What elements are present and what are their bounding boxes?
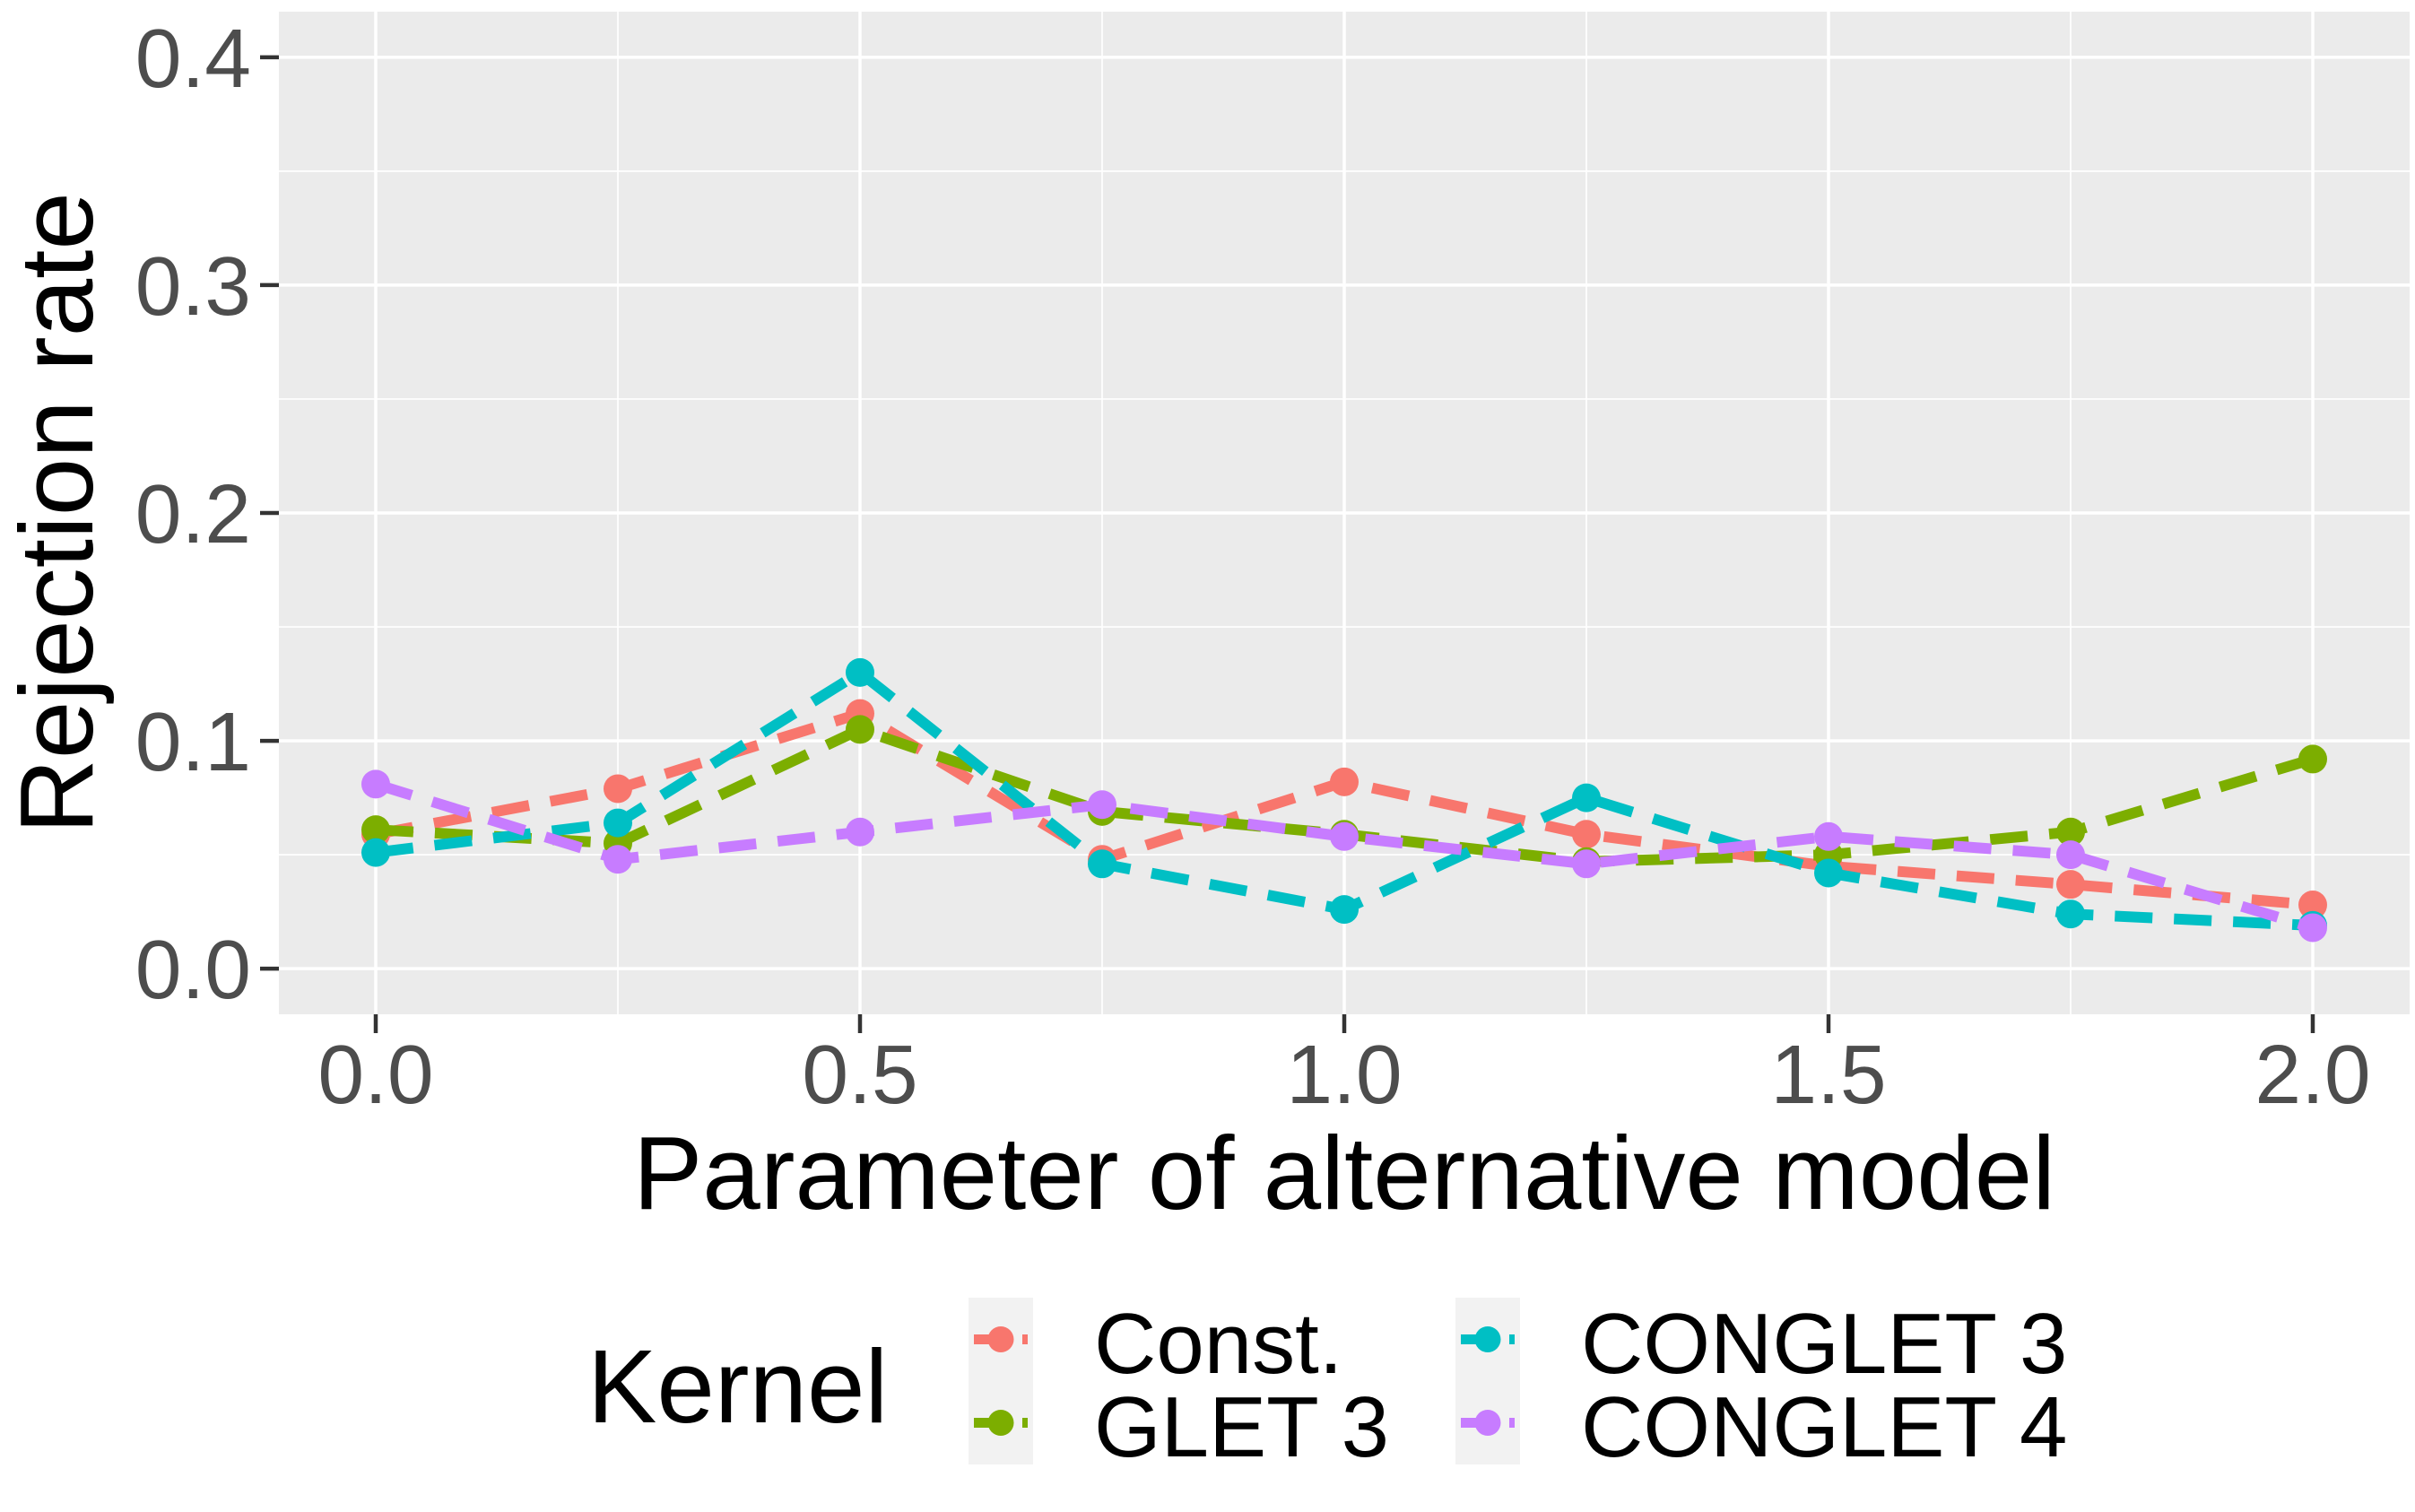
y-axis-tick-labels: 0.0 0.1 0.2 0.3 0.4 xyxy=(135,12,251,1016)
legend-key-point-conglet3 xyxy=(1474,1326,1501,1352)
data-point-glet-3 xyxy=(2056,817,2085,847)
data-point-conglet-4 xyxy=(604,845,632,874)
y-tick-label: 0.3 xyxy=(135,239,251,333)
legend-label-conglet3: CONGLET 3 xyxy=(1581,1296,2067,1392)
data-point-conglet-3 xyxy=(1088,849,1116,879)
data-point-conglet-4 xyxy=(1088,790,1116,820)
y-tick-label: 0.0 xyxy=(135,923,251,1016)
x-tick-label: 0.5 xyxy=(802,1028,917,1121)
data-point-conglet-4 xyxy=(2298,913,2327,943)
x-tick-label: 2.0 xyxy=(2254,1028,2370,1121)
data-point-conglet-3 xyxy=(604,808,632,838)
data-point-conglet-4 xyxy=(1572,849,1601,879)
legend-label-conglet4: CONGLET 4 xyxy=(1581,1379,2067,1475)
legend: Kernel Const. GLET 3 CONGLET 3 CONGLET 4 xyxy=(587,1296,2067,1475)
data-point-conglet-4 xyxy=(846,817,874,847)
x-tick-label: 1.0 xyxy=(1286,1028,1402,1121)
legend-key-point-glet3 xyxy=(987,1410,1014,1436)
data-point-conglet-3 xyxy=(846,657,874,687)
data-point-glet-3 xyxy=(2298,744,2327,774)
legend-key-point-const xyxy=(987,1326,1014,1352)
legend-label-const: Const. xyxy=(1094,1296,1342,1392)
y-tick-label: 0.1 xyxy=(135,695,251,788)
data-point-const- xyxy=(604,774,632,804)
data-point-conglet-3 xyxy=(1330,895,1359,925)
x-tick-label: 0.0 xyxy=(317,1028,433,1121)
data-point-conglet-4 xyxy=(1330,821,1359,851)
x-axis-tick-labels: 0.0 0.5 1.0 1.5 2.0 xyxy=(317,1028,2370,1121)
data-point-conglet-3 xyxy=(1814,858,1843,888)
legend-label-glet3: GLET 3 xyxy=(1094,1379,1389,1475)
data-point-conglet-3 xyxy=(361,838,390,867)
data-point-glet-3 xyxy=(846,715,874,744)
axis-tick-marks xyxy=(260,55,2315,1033)
data-series-layer xyxy=(361,657,2327,943)
data-point-conglet-3 xyxy=(2056,899,2085,929)
data-point-glet-3 xyxy=(361,815,390,845)
x-axis-title: Parameter of alternative model xyxy=(633,1115,2055,1231)
legend-title: Kernel xyxy=(587,1328,888,1445)
data-point-const- xyxy=(1330,767,1359,796)
y-axis-title: Rejection rate xyxy=(0,192,115,834)
data-point-conglet-4 xyxy=(2056,840,2085,870)
x-tick-label: 1.5 xyxy=(1770,1028,1886,1121)
legend-key-point-conglet4 xyxy=(1474,1410,1501,1436)
data-point-conglet-3 xyxy=(1572,783,1601,812)
data-point-conglet-4 xyxy=(1814,821,1843,851)
y-tick-label: 0.4 xyxy=(135,12,251,105)
data-point-const- xyxy=(1572,820,1601,849)
data-point-const- xyxy=(2298,891,2327,920)
y-tick-label: 0.2 xyxy=(135,467,251,560)
series-line-conglet-4 xyxy=(374,778,2315,934)
data-point-conglet-4 xyxy=(361,769,390,799)
data-point-const- xyxy=(2056,870,2085,899)
